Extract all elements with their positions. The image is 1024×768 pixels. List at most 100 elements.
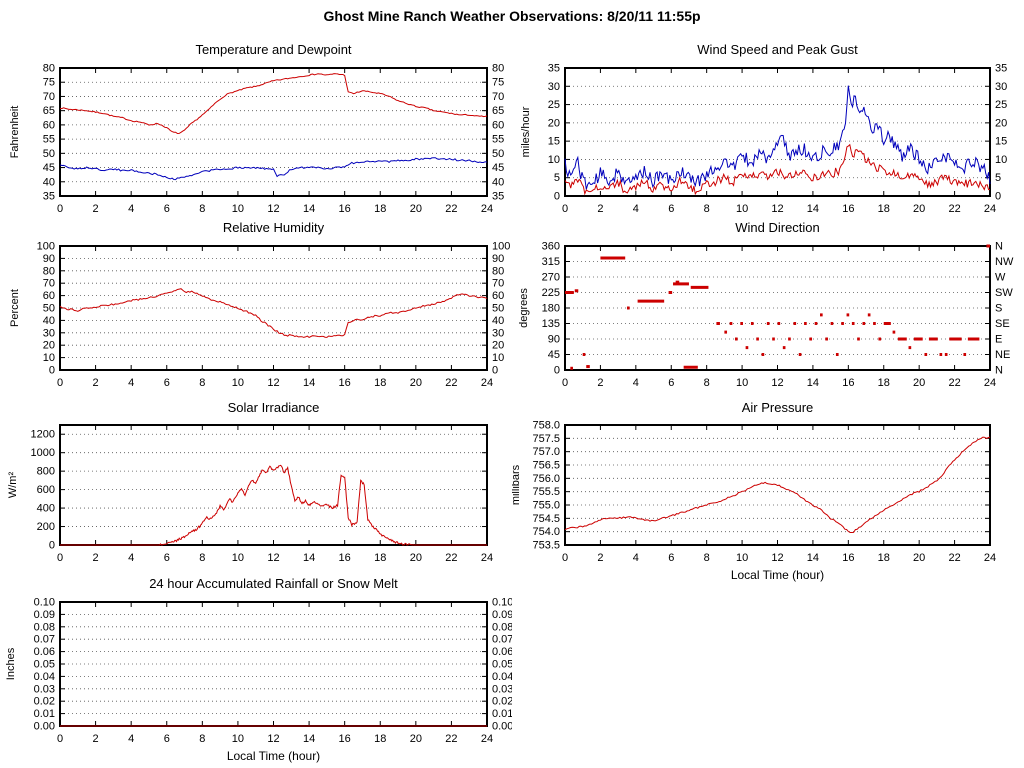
svg-text:10: 10 [232, 552, 244, 564]
svg-text:18: 18 [878, 552, 890, 564]
svg-text:0: 0 [554, 191, 560, 203]
svg-text:0: 0 [57, 733, 63, 745]
svg-text:2: 2 [597, 203, 603, 215]
svg-text:18: 18 [374, 552, 386, 564]
svg-text:6: 6 [164, 203, 170, 215]
svg-text:20: 20 [492, 340, 504, 352]
svg-text:16: 16 [339, 203, 351, 215]
svg-text:W: W [995, 272, 1006, 284]
svg-text:35: 35 [43, 191, 55, 203]
svg-text:22: 22 [445, 377, 457, 389]
svg-text:10: 10 [232, 203, 244, 215]
svg-text:20: 20 [43, 340, 55, 352]
svg-text:14: 14 [303, 552, 315, 564]
svg-text:18: 18 [878, 203, 890, 215]
svg-text:40: 40 [43, 176, 55, 188]
svg-text:0: 0 [995, 191, 1001, 203]
svg-text:0: 0 [562, 377, 568, 389]
svg-text:10: 10 [492, 352, 504, 364]
svg-text:35: 35 [492, 191, 504, 203]
svg-text:22: 22 [948, 377, 960, 389]
svg-text:24: 24 [984, 203, 996, 215]
svg-text:12: 12 [267, 203, 279, 215]
svg-text:0: 0 [49, 365, 55, 377]
svg-text:200: 200 [37, 521, 55, 533]
svg-text:20: 20 [548, 117, 560, 129]
svg-text:40: 40 [492, 176, 504, 188]
svg-text:24: 24 [481, 733, 493, 745]
svg-text:6: 6 [668, 203, 674, 215]
svg-text:Inches: Inches [5, 647, 17, 680]
svg-text:14: 14 [807, 203, 819, 215]
svg-text:30: 30 [492, 327, 504, 339]
svg-text:degrees: degrees [518, 288, 530, 328]
svg-text:16: 16 [842, 203, 854, 215]
svg-text:22: 22 [445, 552, 457, 564]
svg-text:30: 30 [995, 81, 1007, 93]
svg-text:757.5: 757.5 [532, 433, 560, 445]
svg-text:270: 270 [542, 272, 560, 284]
svg-text:8: 8 [199, 552, 205, 564]
svg-text:2: 2 [93, 733, 99, 745]
svg-text:10: 10 [43, 352, 55, 364]
svg-text:22: 22 [948, 552, 960, 564]
svg-text:Local Time (hour): Local Time (hour) [731, 568, 824, 582]
svg-text:754.5: 754.5 [532, 513, 560, 525]
svg-text:4: 4 [128, 377, 134, 389]
svg-text:20: 20 [410, 733, 422, 745]
svg-text:180: 180 [542, 303, 560, 315]
svg-text:50: 50 [43, 303, 55, 315]
svg-text:0.06: 0.06 [492, 646, 512, 658]
svg-text:0.04: 0.04 [34, 671, 55, 683]
svg-text:0: 0 [562, 203, 568, 215]
svg-text:8: 8 [704, 552, 710, 564]
svg-text:8: 8 [704, 377, 710, 389]
svg-text:90: 90 [492, 253, 504, 265]
svg-text:1000: 1000 [31, 447, 55, 459]
svg-text:24: 24 [481, 377, 493, 389]
svg-text:NW: NW [995, 256, 1014, 268]
svg-text:20: 20 [913, 377, 925, 389]
svg-text:0.03: 0.03 [34, 683, 55, 695]
svg-text:800: 800 [37, 466, 55, 478]
svg-text:10: 10 [736, 203, 748, 215]
svg-text:Relative Humidity: Relative Humidity [223, 220, 325, 235]
svg-text:12: 12 [267, 377, 279, 389]
svg-text:756.0: 756.0 [532, 473, 560, 485]
svg-text:100: 100 [37, 241, 55, 253]
svg-text:16: 16 [842, 552, 854, 564]
svg-text:757.0: 757.0 [532, 446, 560, 458]
svg-text:80: 80 [43, 265, 55, 277]
svg-text:10: 10 [548, 154, 560, 166]
svg-text:0.08: 0.08 [34, 621, 55, 633]
svg-text:20: 20 [995, 117, 1007, 129]
svg-text:6: 6 [164, 377, 170, 389]
svg-text:35: 35 [548, 63, 560, 75]
svg-text:16: 16 [339, 552, 351, 564]
svg-text:15: 15 [995, 136, 1007, 148]
svg-text:55: 55 [43, 134, 55, 146]
svg-text:0.07: 0.07 [492, 634, 512, 646]
svg-text:14: 14 [807, 377, 819, 389]
svg-text:0.01: 0.01 [34, 708, 55, 720]
svg-text:60: 60 [43, 119, 55, 131]
svg-text:10: 10 [232, 733, 244, 745]
svg-text:55: 55 [492, 134, 504, 146]
svg-text:16: 16 [339, 377, 351, 389]
svg-text:45: 45 [43, 162, 55, 174]
svg-text:0: 0 [554, 365, 560, 377]
svg-text:24: 24 [984, 377, 996, 389]
svg-text:0.00: 0.00 [492, 721, 512, 733]
svg-text:0: 0 [492, 365, 498, 377]
svg-text:16: 16 [339, 733, 351, 745]
svg-text:18: 18 [878, 377, 890, 389]
svg-text:Wind Direction: Wind Direction [735, 220, 820, 235]
svg-text:0: 0 [57, 552, 63, 564]
svg-text:0.01: 0.01 [492, 708, 512, 720]
svg-text:Local Time (hour): Local Time (hour) [227, 749, 320, 763]
svg-text:225: 225 [542, 287, 560, 299]
svg-text:20: 20 [913, 552, 925, 564]
svg-text:2: 2 [597, 377, 603, 389]
page-title: Ghost Mine Ranch Weather Observations: 8… [323, 8, 701, 24]
